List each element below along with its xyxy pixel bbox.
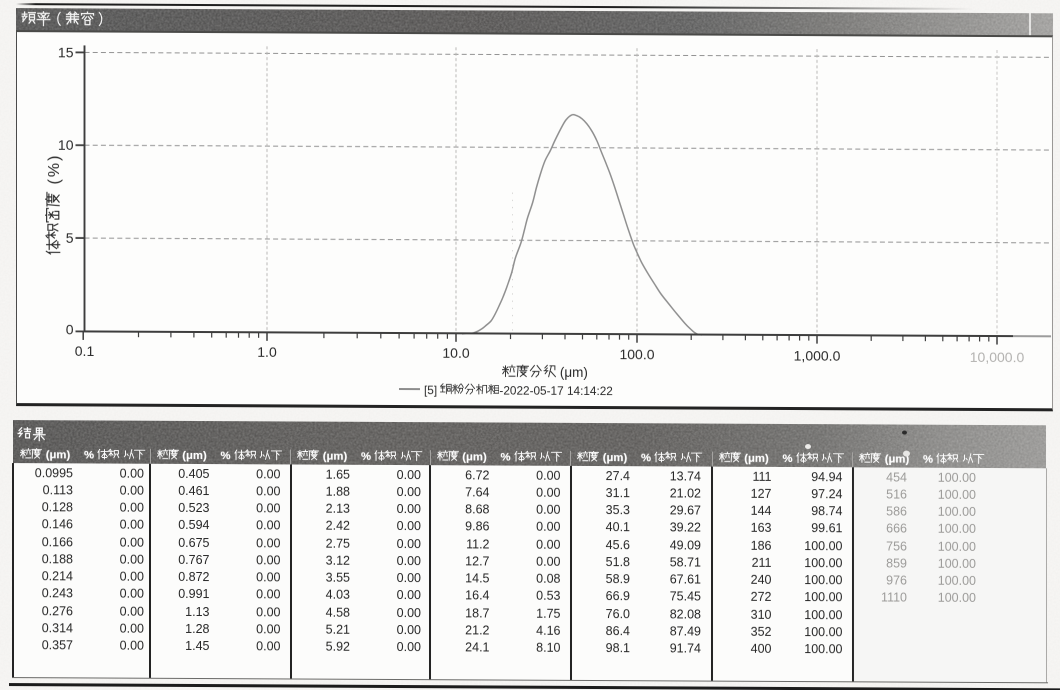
svg-text:10: 10 [58, 137, 74, 153]
svg-text:5: 5 [66, 230, 74, 246]
svg-text:0.1: 0.1 [75, 343, 95, 359]
svg-text:10.0: 10.0 [442, 345, 469, 361]
svg-text:1.0: 1.0 [257, 344, 277, 360]
svg-text:10,000.0: 10,000.0 [970, 349, 1025, 365]
svg-text:1,000.0: 1,000.0 [794, 348, 841, 364]
svg-text:0: 0 [66, 321, 74, 337]
svg-text:15: 15 [58, 44, 74, 60]
svg-text:100.0: 100.0 [619, 346, 654, 362]
